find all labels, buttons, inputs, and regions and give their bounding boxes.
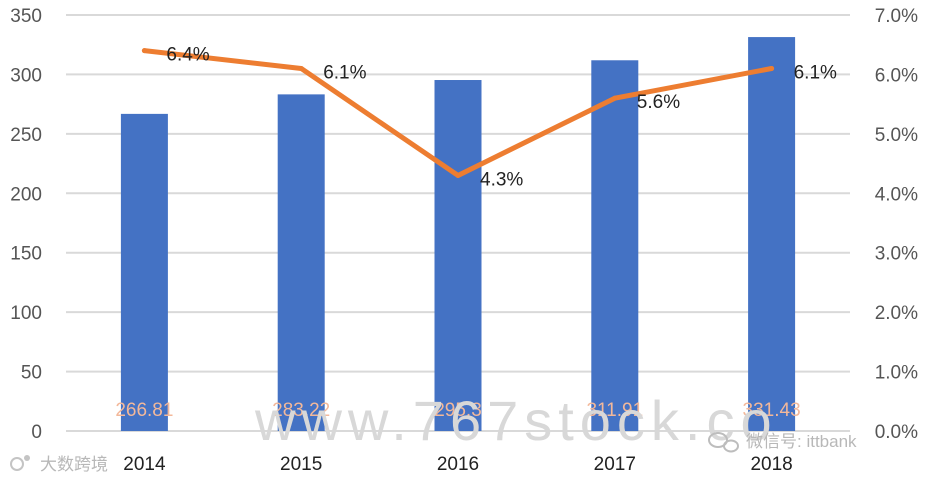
bar	[434, 80, 482, 431]
bar	[120, 113, 168, 431]
y-left-tick-label: 150	[10, 244, 42, 265]
line-value-label: 6.1%	[794, 62, 837, 83]
x-tick-label: 2017	[594, 454, 636, 475]
wechat-icon	[708, 432, 739, 453]
bar-value-label: 295.3	[434, 400, 482, 421]
y-left-tick-label: 300	[10, 65, 42, 86]
brand-right: 微信号: ittbank	[708, 432, 857, 453]
y-right-tick-label: 2.0%	[875, 303, 918, 324]
line-point	[141, 48, 147, 54]
bar-value-label: 331.43	[743, 400, 801, 421]
bar-series	[120, 37, 796, 432]
y-right-tick-label: 4.0%	[875, 184, 918, 205]
x-tick-label: 2016	[437, 454, 479, 475]
bar-value-label: 266.81	[115, 400, 173, 421]
y-left-tick-label: 100	[10, 303, 42, 324]
y-left-tick-label: 350	[10, 6, 42, 27]
line-series	[141, 48, 775, 178]
y-right-tick-label: 0.0%	[875, 422, 918, 443]
y-left-tick-label: 50	[21, 363, 42, 384]
x-axis: 2014 2015 2016 2017 2018	[123, 454, 792, 475]
bar-value-labels: 266.81 283.22 295.3 311.91 331.43	[115, 400, 800, 421]
x-tick-label: 2014	[123, 454, 166, 475]
watermark-text: www.767stock.co	[254, 389, 778, 452]
line-value-label: 6.1%	[323, 62, 366, 83]
y-right-tick-label: 5.0%	[875, 125, 918, 146]
x-tick-label: 2018	[750, 454, 792, 475]
y-axis-left: 0 50 100 150 200 250 300 350	[10, 6, 42, 443]
bar	[748, 37, 796, 431]
y-right-tick-label: 7.0%	[875, 6, 918, 27]
brand-right-text: 微信号: ittbank	[746, 432, 857, 451]
y-axis-right: 0.0% 1.0% 2.0% 3.0% 4.0% 5.0% 6.0% 7.0%	[875, 6, 918, 443]
line-value-label: 4.3%	[480, 169, 523, 190]
line-value-labels: 6.4% 6.1% 4.3% 5.6% 6.1%	[166, 45, 837, 191]
y-right-tick-label: 1.0%	[875, 363, 918, 384]
line-point	[612, 95, 618, 101]
brand-left-text: 大数跨境	[40, 455, 108, 474]
line-point	[455, 172, 461, 178]
bar-value-label: 283.22	[272, 400, 330, 421]
line-value-label: 6.4%	[166, 45, 209, 66]
y-left-tick-label: 200	[10, 184, 42, 205]
bar-value-label: 311.91	[586, 400, 643, 421]
brand-left: 大数跨境	[10, 455, 108, 474]
y-right-tick-label: 3.0%	[875, 244, 918, 265]
bar	[277, 94, 325, 431]
y-left-tick-label: 250	[10, 125, 42, 146]
bar	[591, 60, 639, 432]
line-point	[298, 65, 304, 71]
line-value-label: 5.6%	[637, 92, 680, 113]
line-point	[769, 65, 775, 71]
y-left-tick-label: 0	[31, 422, 42, 443]
x-tick-label: 2015	[280, 454, 322, 475]
y-right-tick-label: 6.0%	[875, 65, 918, 86]
brand-logo-icon	[10, 455, 30, 471]
